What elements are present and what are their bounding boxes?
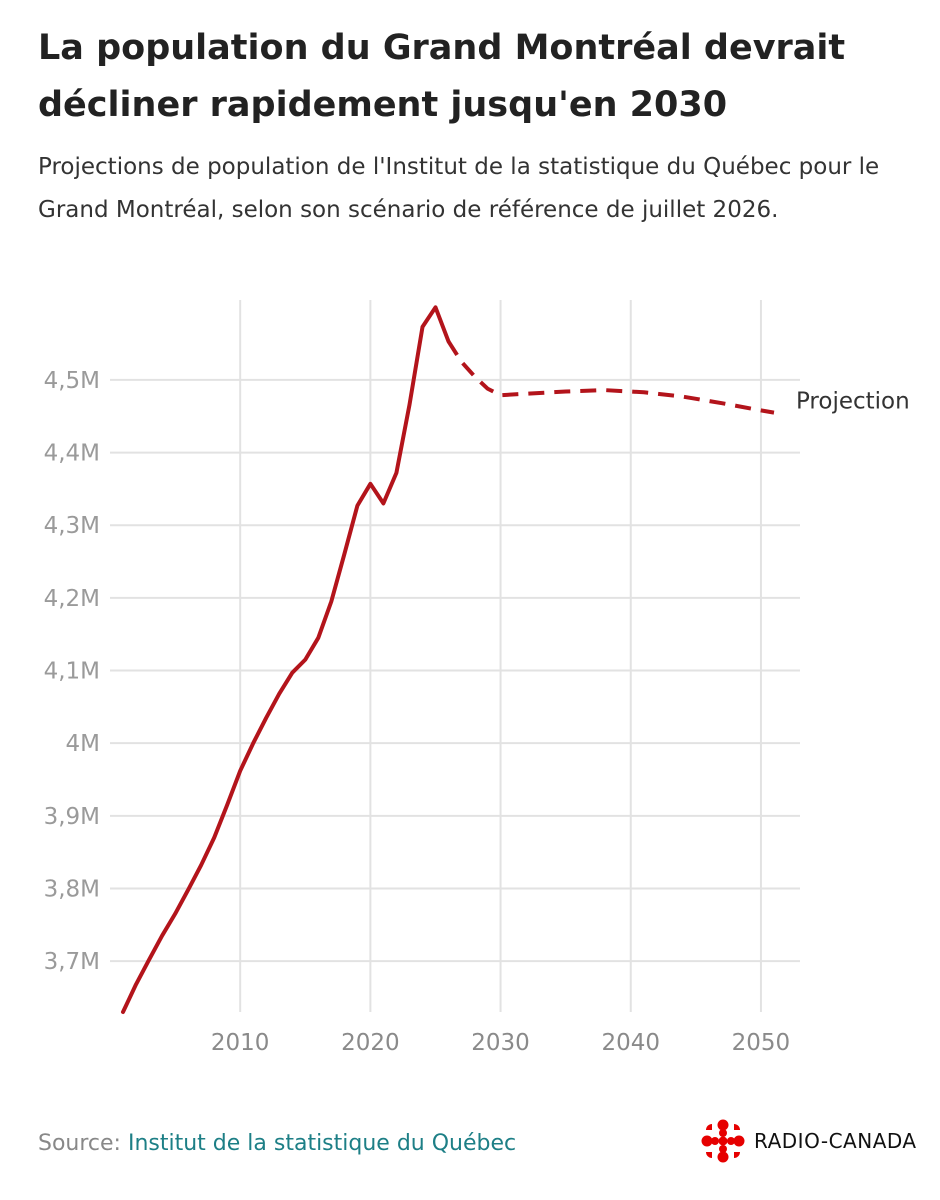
radio-canada-logo: RADIO-CANADA bbox=[700, 1118, 917, 1164]
gem-quarter-1 bbox=[734, 1124, 740, 1130]
y-axis-labels: 3,7M 3,8M 3,9M 4M 4,1M 4,2M 4,3M 4,4M 4,5M bbox=[44, 368, 100, 975]
y-tick-label-3,9M: 3,9M bbox=[44, 804, 100, 830]
projection-line bbox=[446, 340, 775, 415]
x-tick-label-2030: 2030 bbox=[471, 1030, 530, 1056]
x-gridlines bbox=[239, 300, 762, 1012]
logo-wordmark: RADIO-CANADA bbox=[754, 1129, 917, 1153]
y-tick-label-4M: 4M bbox=[66, 731, 100, 757]
y-tick-label-4,2M: 4,2M bbox=[44, 586, 100, 612]
gem-quarter-3 bbox=[706, 1152, 712, 1158]
x-tick-label-2020: 2020 bbox=[341, 1030, 400, 1056]
gem-inner-dot-2 bbox=[719, 1145, 727, 1153]
y-tick-label-4,3M: 4,3M bbox=[44, 513, 100, 539]
y-tick-label-4,1M: 4,1M bbox=[44, 659, 100, 685]
gem-dot-3 bbox=[701, 1135, 713, 1147]
series-lines bbox=[121, 305, 775, 1014]
y-tick-label-4,4M: 4,4M bbox=[44, 441, 100, 467]
gem-quarter-0 bbox=[706, 1124, 712, 1130]
gem-inner-dot-1 bbox=[727, 1137, 735, 1145]
x-tick-label-2040: 2040 bbox=[601, 1030, 660, 1056]
gem-dot-1 bbox=[733, 1135, 745, 1147]
source-prefix: Source: bbox=[38, 1131, 128, 1156]
historical-line bbox=[121, 305, 451, 1014]
y-tick-label-4,5M: 4,5M bbox=[44, 368, 100, 394]
y-gridlines bbox=[110, 378, 800, 963]
x-tick-label-2010: 2010 bbox=[211, 1030, 270, 1056]
x-tick-label-2050: 2050 bbox=[732, 1030, 791, 1056]
chart-subtitle: Projections de population de l'Institut … bbox=[38, 154, 880, 223]
source-link[interactable]: Institut de la statistique du Québec bbox=[127, 1131, 517, 1156]
gem-inner-dot-0 bbox=[719, 1129, 727, 1137]
gem-dot-2 bbox=[717, 1151, 729, 1163]
chart-title: La population du Grand Montréal devrait … bbox=[38, 28, 846, 125]
source-note: Source: Institut de la statistique du Qu… bbox=[38, 1131, 516, 1156]
series-label-projection: Projection bbox=[796, 389, 910, 415]
gem-inner-dot-3 bbox=[711, 1137, 719, 1145]
series-annotations: Projection bbox=[796, 389, 910, 415]
radio-canada-gem-icon bbox=[701, 1119, 745, 1163]
gem-dot-0 bbox=[717, 1119, 729, 1131]
y-tick-label-3,8M: 3,8M bbox=[44, 876, 100, 902]
gem-center bbox=[718, 1136, 728, 1146]
y-tick-label-3,7M: 3,7M bbox=[44, 949, 100, 975]
gem-quarter-2 bbox=[734, 1152, 740, 1158]
x-axis-labels: 2010 2020 2030 2040 2050 bbox=[211, 1030, 790, 1056]
